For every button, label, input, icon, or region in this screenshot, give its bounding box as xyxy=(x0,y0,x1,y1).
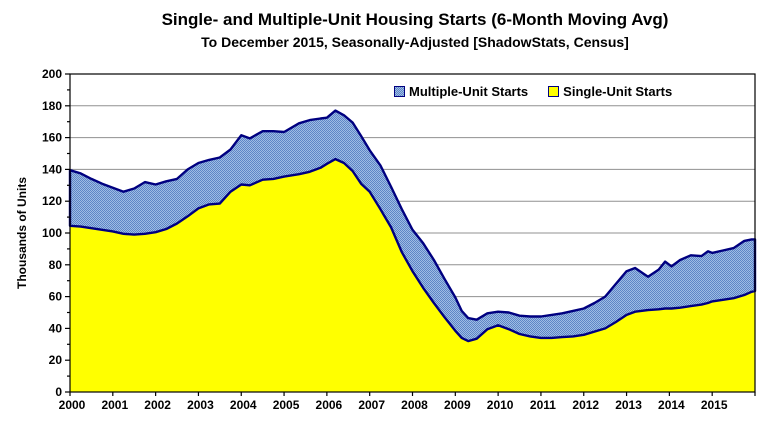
chart-title: Single- and Multiple-Unit Housing Starts… xyxy=(161,10,669,29)
y-tick-label: 120 xyxy=(42,194,62,208)
x-tick-label: 2013 xyxy=(615,398,642,412)
x-tick-label: 2004 xyxy=(230,398,257,412)
y-tick-label: 80 xyxy=(49,258,63,272)
x-tick-label: 2010 xyxy=(487,398,514,412)
y-axis: 0 20 40 60 80 100 120 140 160 180 200 xyxy=(42,67,70,399)
x-tick-label: 2012 xyxy=(572,398,599,412)
legend-item-multiple: Multiple-Unit Starts xyxy=(394,84,528,99)
x-tick-label: 2009 xyxy=(444,398,471,412)
x-tick-label: 2001 xyxy=(101,398,128,412)
legend-item-single: Single-Unit Starts xyxy=(548,84,672,99)
y-tick-label: 0 xyxy=(55,385,62,399)
x-tick-label: 2008 xyxy=(401,398,428,412)
legend: Multiple-Unit Starts Single-Unit Starts xyxy=(394,84,672,99)
x-tick-label: 2014 xyxy=(658,398,685,412)
y-tick-label: 20 xyxy=(49,353,63,367)
y-tick-label: 60 xyxy=(49,290,63,304)
x-tick-label: 2011 xyxy=(530,398,556,412)
x-axis: 2000 2001 2002 2003 2004 2005 2006 2007 2008 2009… xyxy=(59,392,756,412)
x-tick-label: 2006 xyxy=(316,398,343,412)
legend-label-multiple: Multiple-Unit Starts xyxy=(409,84,529,99)
y-tick-label: 180 xyxy=(42,99,62,113)
single-unit-area xyxy=(70,159,755,392)
single-unit-swatch-icon xyxy=(548,86,560,97)
y-axis-title: Thousands of Units xyxy=(15,177,29,289)
y-tick-label: 100 xyxy=(42,226,62,240)
x-tick-label: 2015 xyxy=(701,398,728,412)
y-tick-label: 160 xyxy=(42,131,62,145)
legend-label-single: Single-Unit Starts xyxy=(563,84,673,99)
x-tick-label: 2000 xyxy=(59,398,86,412)
y-tick-label: 200 xyxy=(42,67,62,81)
y-tick-label: 40 xyxy=(49,321,63,335)
x-tick-label: 2007 xyxy=(358,398,385,412)
x-tick-label: 2003 xyxy=(187,398,214,412)
x-tick-label: 2005 xyxy=(273,398,300,412)
chart-subtitle: To December 2015, Seasonally-Adjusted [S… xyxy=(201,34,629,50)
y-tick-label: 140 xyxy=(42,162,62,176)
x-tick-label: 2002 xyxy=(144,398,171,412)
multiple-unit-swatch-icon xyxy=(394,86,405,97)
